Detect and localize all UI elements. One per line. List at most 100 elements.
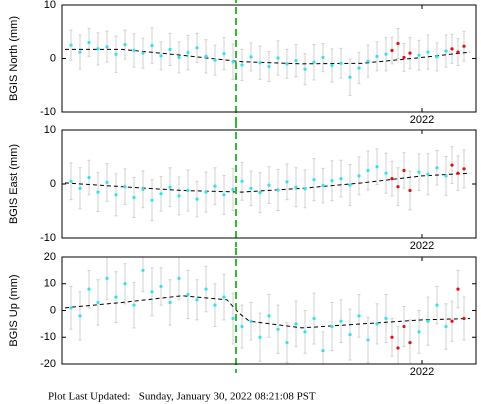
data-point <box>462 316 466 321</box>
data-point <box>366 168 370 173</box>
plot-area <box>64 257 471 364</box>
data-point <box>132 48 136 53</box>
data-point <box>213 184 217 188</box>
data-point <box>249 319 253 323</box>
data-point <box>456 50 460 54</box>
data-point <box>78 50 82 54</box>
data-point <box>330 324 334 329</box>
y-tick-label: 10 <box>44 278 56 290</box>
y-tick-label: 0 <box>50 52 56 64</box>
data-point <box>258 61 262 65</box>
data-point <box>231 187 235 191</box>
data-point <box>417 53 421 57</box>
data-point <box>186 292 190 297</box>
data-point <box>303 187 307 191</box>
data-point <box>114 295 118 299</box>
data-point <box>87 175 91 180</box>
data-point <box>444 324 448 329</box>
data-point <box>450 47 454 51</box>
data-point <box>294 59 298 63</box>
data-point <box>462 167 466 171</box>
data-point <box>312 316 316 321</box>
data-point <box>159 54 163 58</box>
data-point <box>435 303 439 307</box>
data-point <box>462 44 466 48</box>
data-point <box>222 193 226 197</box>
data-point <box>402 324 406 329</box>
data-point <box>240 63 244 67</box>
data-point <box>357 66 361 70</box>
data-point <box>450 319 454 323</box>
data-point <box>312 60 316 64</box>
data-point <box>105 276 109 280</box>
data-point <box>168 300 172 305</box>
data-point <box>132 195 136 200</box>
data-point <box>339 177 343 181</box>
data-point <box>195 197 199 201</box>
data-point <box>195 46 199 50</box>
data-point <box>105 45 109 49</box>
data-point <box>435 166 439 170</box>
data-point <box>366 338 370 342</box>
data-point <box>285 62 289 66</box>
data-point <box>402 55 406 60</box>
data-point <box>390 335 394 339</box>
data-point <box>204 54 208 58</box>
x-tick-label: 2022 <box>410 114 434 126</box>
data-point <box>150 290 154 294</box>
y-axis-label: BGIS North (mm) <box>8 16 20 101</box>
data-point <box>375 54 379 58</box>
data-point <box>168 185 172 189</box>
data-point <box>294 185 298 189</box>
data-point <box>303 330 307 334</box>
data-point <box>87 40 91 45</box>
data-point <box>384 52 388 56</box>
data-point <box>177 194 181 198</box>
y-tick-label: 0 <box>50 178 56 190</box>
data-point <box>249 55 253 59</box>
data-point <box>435 55 439 59</box>
footer: Plot Last Updated: Sunday, January 30, 2… <box>48 391 316 403</box>
y-tick-label: 0 <box>50 304 56 316</box>
data-point <box>132 303 136 307</box>
data-point <box>285 341 289 345</box>
data-point <box>390 48 394 53</box>
data-point <box>96 47 100 51</box>
data-point <box>366 59 370 63</box>
data-point <box>258 335 262 339</box>
data-point <box>213 303 217 307</box>
data-point <box>384 171 388 175</box>
data-point <box>321 184 325 188</box>
data-point <box>141 51 145 55</box>
data-point <box>330 179 334 183</box>
y-tick-label: -20 <box>40 358 56 370</box>
data-point <box>78 314 82 318</box>
data-point <box>78 186 82 190</box>
y-tick-label: -10 <box>40 106 56 118</box>
data-point <box>276 188 280 192</box>
data-point <box>408 51 412 55</box>
data-point <box>285 180 289 184</box>
data-point <box>213 58 217 62</box>
data-point <box>123 185 127 189</box>
data-point <box>426 50 430 54</box>
data-point <box>450 163 454 167</box>
plot-area <box>64 146 471 222</box>
plot-area <box>65 27 471 96</box>
x-tick-label: 2022 <box>410 366 434 378</box>
data-point <box>375 165 379 169</box>
x-tick-label: 2022 <box>410 240 434 252</box>
data-point <box>294 322 298 326</box>
data-point <box>87 287 91 291</box>
y-axis-label: BGIS Up (mm) <box>8 274 20 346</box>
data-point <box>276 327 280 331</box>
data-point <box>222 52 226 56</box>
data-point <box>240 324 244 329</box>
data-point <box>357 174 361 178</box>
data-point <box>417 170 421 174</box>
data-point <box>168 47 172 52</box>
y-tick-label: 10 <box>44 0 56 11</box>
trend-line <box>64 295 471 329</box>
data-point <box>396 346 400 350</box>
